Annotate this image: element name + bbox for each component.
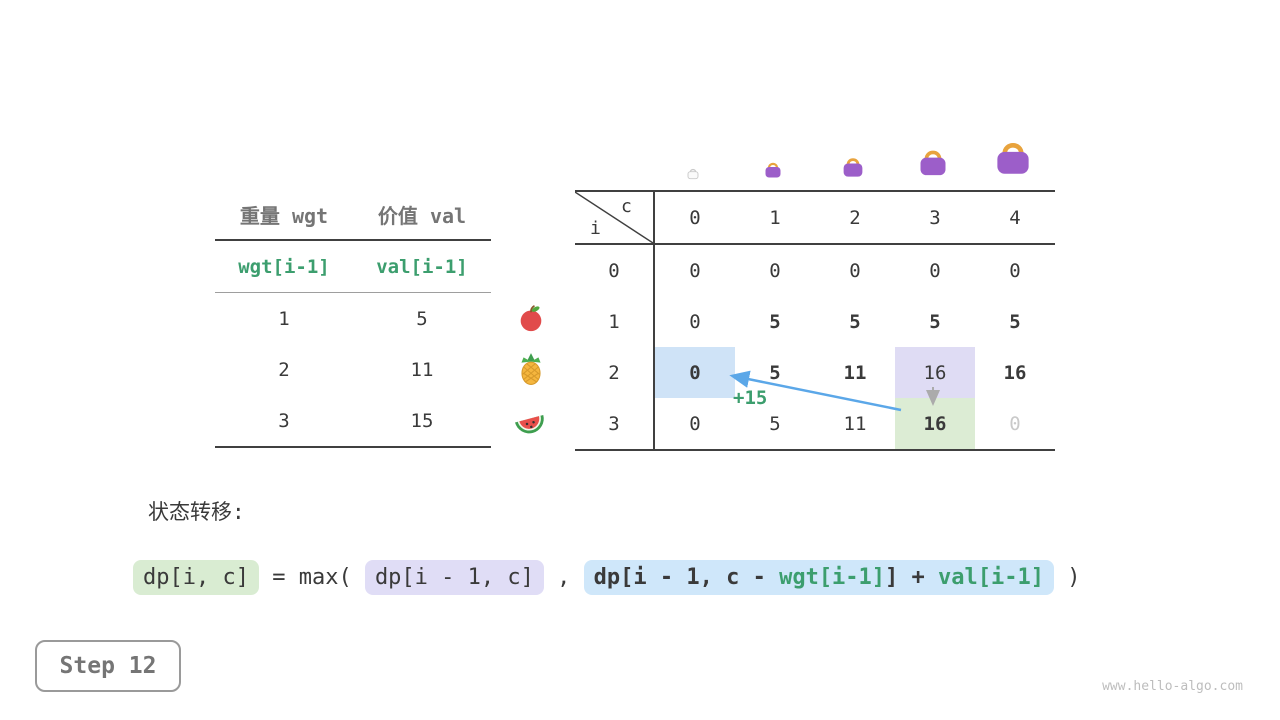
formula-close-paren: ): [1054, 565, 1081, 590]
dp-cell-2-3-source-highlight: 16: [895, 347, 975, 398]
watermark: www.hello-algo.com: [1102, 679, 1243, 694]
dp-cell-0-1: 0: [769, 259, 781, 282]
dp-cell-3-4: 0: [1009, 412, 1021, 435]
formula-option2-part: ] +: [885, 565, 939, 590]
formula-option2-part: dp[i - 1, c -: [593, 565, 780, 590]
formula-option2-wgt: wgt[i-1]: [779, 565, 886, 590]
transition-formula: dp[i, c] = max( dp[i - 1, c] , dp[i - 1,…: [133, 560, 1081, 595]
dp-col-header: 1: [735, 192, 815, 245]
dp-cell-0-4: 0: [1009, 259, 1021, 282]
apple-icon: [516, 303, 546, 333]
items-cell: 3: [278, 409, 290, 432]
pineapple-icon: [514, 352, 548, 386]
bag-size3-icon: [913, 141, 953, 181]
transfer-value-label: +15: [733, 387, 768, 409]
items-cell: 1: [278, 307, 290, 330]
dp-cell-2-0-source-highlight: 0: [655, 347, 735, 398]
dp-cell-1-3: 5: [929, 310, 941, 333]
dp-cell-0-0: 0: [689, 259, 701, 282]
dp-cell-1-2: 5: [849, 310, 861, 333]
dp-cell-2-4: 16: [1003, 361, 1027, 384]
bag-size1-icon: [761, 157, 785, 181]
dp-cell-2-2: 11: [843, 361, 867, 384]
items-header-value: 价值 val: [353, 190, 491, 241]
formula-option1: dp[i - 1, c]: [364, 560, 544, 595]
dp-row-header: 0: [575, 245, 655, 296]
formula-comma: ,: [543, 565, 584, 590]
items-cell: 15: [410, 409, 434, 432]
dp-cell-0-2: 0: [849, 259, 861, 282]
items-header-weight: 重量 wgt: [215, 190, 353, 241]
dp-cell-2-1: 5: [769, 361, 781, 384]
dp-cell-1-4: 5: [1009, 310, 1021, 333]
transition-title: 状态转移:: [148, 500, 245, 524]
dp-col-header: 0: [655, 192, 735, 245]
items-formula-val: val[i-1]: [353, 241, 491, 293]
diagonal-divider: [575, 192, 653, 243]
dp-col-header: 3: [895, 192, 975, 245]
bag-size2-icon: [838, 151, 868, 181]
step-badge: Step 12: [35, 640, 181, 692]
formula-option2: dp[i - 1, c - wgt[i-1]] + val[i-1]: [583, 560, 1054, 595]
dp-cell-0-3: 0: [929, 259, 941, 282]
dp-cell-3-0: 0: [689, 412, 701, 435]
dp-cell-3-2: 11: [843, 412, 867, 435]
formula-option2-val: val[i-1]: [938, 565, 1044, 590]
dp-row-header: 1: [575, 296, 655, 347]
items-formula-wgt: wgt[i-1]: [215, 241, 353, 293]
watermelon-icon: [512, 404, 548, 440]
dp-table: c i 0 1 2 3 4 0 0 0 0 0 0 1 0 5 5 5 5 2 …: [575, 190, 1055, 451]
dp-cell-3-1: 5: [769, 412, 781, 435]
dp-col-header: 4: [975, 192, 1055, 245]
step-label: Step 12: [59, 653, 157, 679]
dp-col-var: c: [621, 196, 632, 217]
dp-col-header: 2: [815, 192, 895, 245]
formula-eq-max: = max(: [258, 565, 365, 590]
items-cell: 2: [278, 358, 290, 381]
bag-size4-icon: [988, 131, 1038, 181]
bag-empty-icon: [685, 165, 701, 181]
dp-cell-1-0: 0: [689, 310, 701, 333]
dp-cell-1-1: 5: [769, 310, 781, 333]
items-table: 重量 wgt 价值 val wgt[i-1] val[i-1] 1 5 2 11…: [215, 190, 491, 448]
dp-row-header: 3: [575, 398, 655, 449]
dp-corner-cell: c i: [575, 192, 655, 245]
items-cell: 5: [416, 307, 428, 330]
formula-lhs: dp[i, c]: [133, 560, 259, 595]
dp-row-header: 2: [575, 347, 655, 398]
items-cell: 11: [410, 358, 434, 381]
dp-cell-3-3-current-highlight: 16: [895, 398, 975, 449]
dp-row-var: i: [590, 218, 601, 239]
